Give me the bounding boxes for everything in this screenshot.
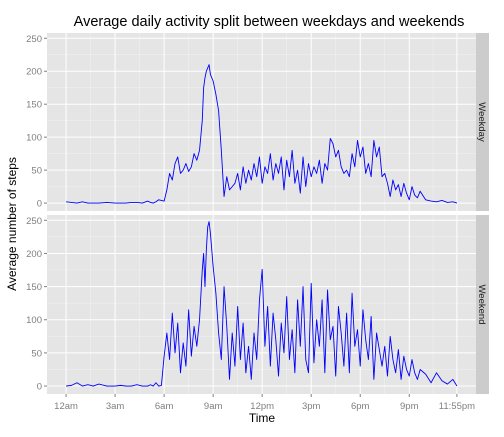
y-tick-label: 50 (31, 166, 42, 177)
facet-strip (476, 33, 489, 211)
x-tick-label: 3am (106, 401, 125, 412)
x-axis: 12am 3am 6am 9am 12pm 3pm 6pm 9pm 11:55pm (54, 394, 475, 412)
chart-title: Average daily activity split between wee… (74, 14, 465, 30)
panel-background (47, 33, 476, 211)
y-tick-label: 100 (26, 315, 42, 326)
x-tick-label: 3pm (302, 401, 321, 412)
facet-panels: 0 50 100 150 200 250 Weekday 0 50 100 150 200 250 Wee… (26, 33, 489, 394)
facet-strip-label: Weekend (476, 285, 487, 325)
y-tick-label: 200 (26, 67, 42, 78)
panel-background (47, 215, 476, 394)
x-tick-label: 9am (204, 401, 223, 412)
series-line-weekend (66, 221, 458, 387)
x-tick-label: 12am (54, 401, 78, 412)
x-tick-label: 9pm (400, 401, 419, 412)
y-tick-label: 100 (26, 133, 42, 144)
facet-panel-weekday: 0 50 100 150 200 250 Weekday (26, 33, 489, 211)
x-axis-title: Time (249, 411, 276, 425)
y-tick-label: 250 (26, 216, 42, 227)
y-tick-label: 0 (37, 382, 42, 393)
y-tick-label: 150 (26, 282, 42, 293)
y-tick-label: 200 (26, 249, 42, 260)
series-line-weekday (66, 64, 458, 204)
facet-strip-label: Weekday (476, 102, 487, 142)
y-tick-label: 50 (31, 348, 42, 359)
facet-panel-weekend: 0 50 100 150 200 250 Weekend (26, 215, 489, 394)
y-tick-label: 0 (37, 199, 42, 210)
x-tick-label: 12pm (250, 401, 274, 412)
y-tick-label: 150 (26, 100, 42, 111)
y-axis-title: Average number of steps (5, 157, 19, 291)
y-tick-label: 250 (26, 34, 42, 45)
x-tick-label: 6am (155, 401, 174, 412)
x-tick-label: 11:55pm (439, 401, 475, 412)
x-tick-label: 6pm (351, 401, 370, 412)
facet-strip (476, 215, 489, 394)
